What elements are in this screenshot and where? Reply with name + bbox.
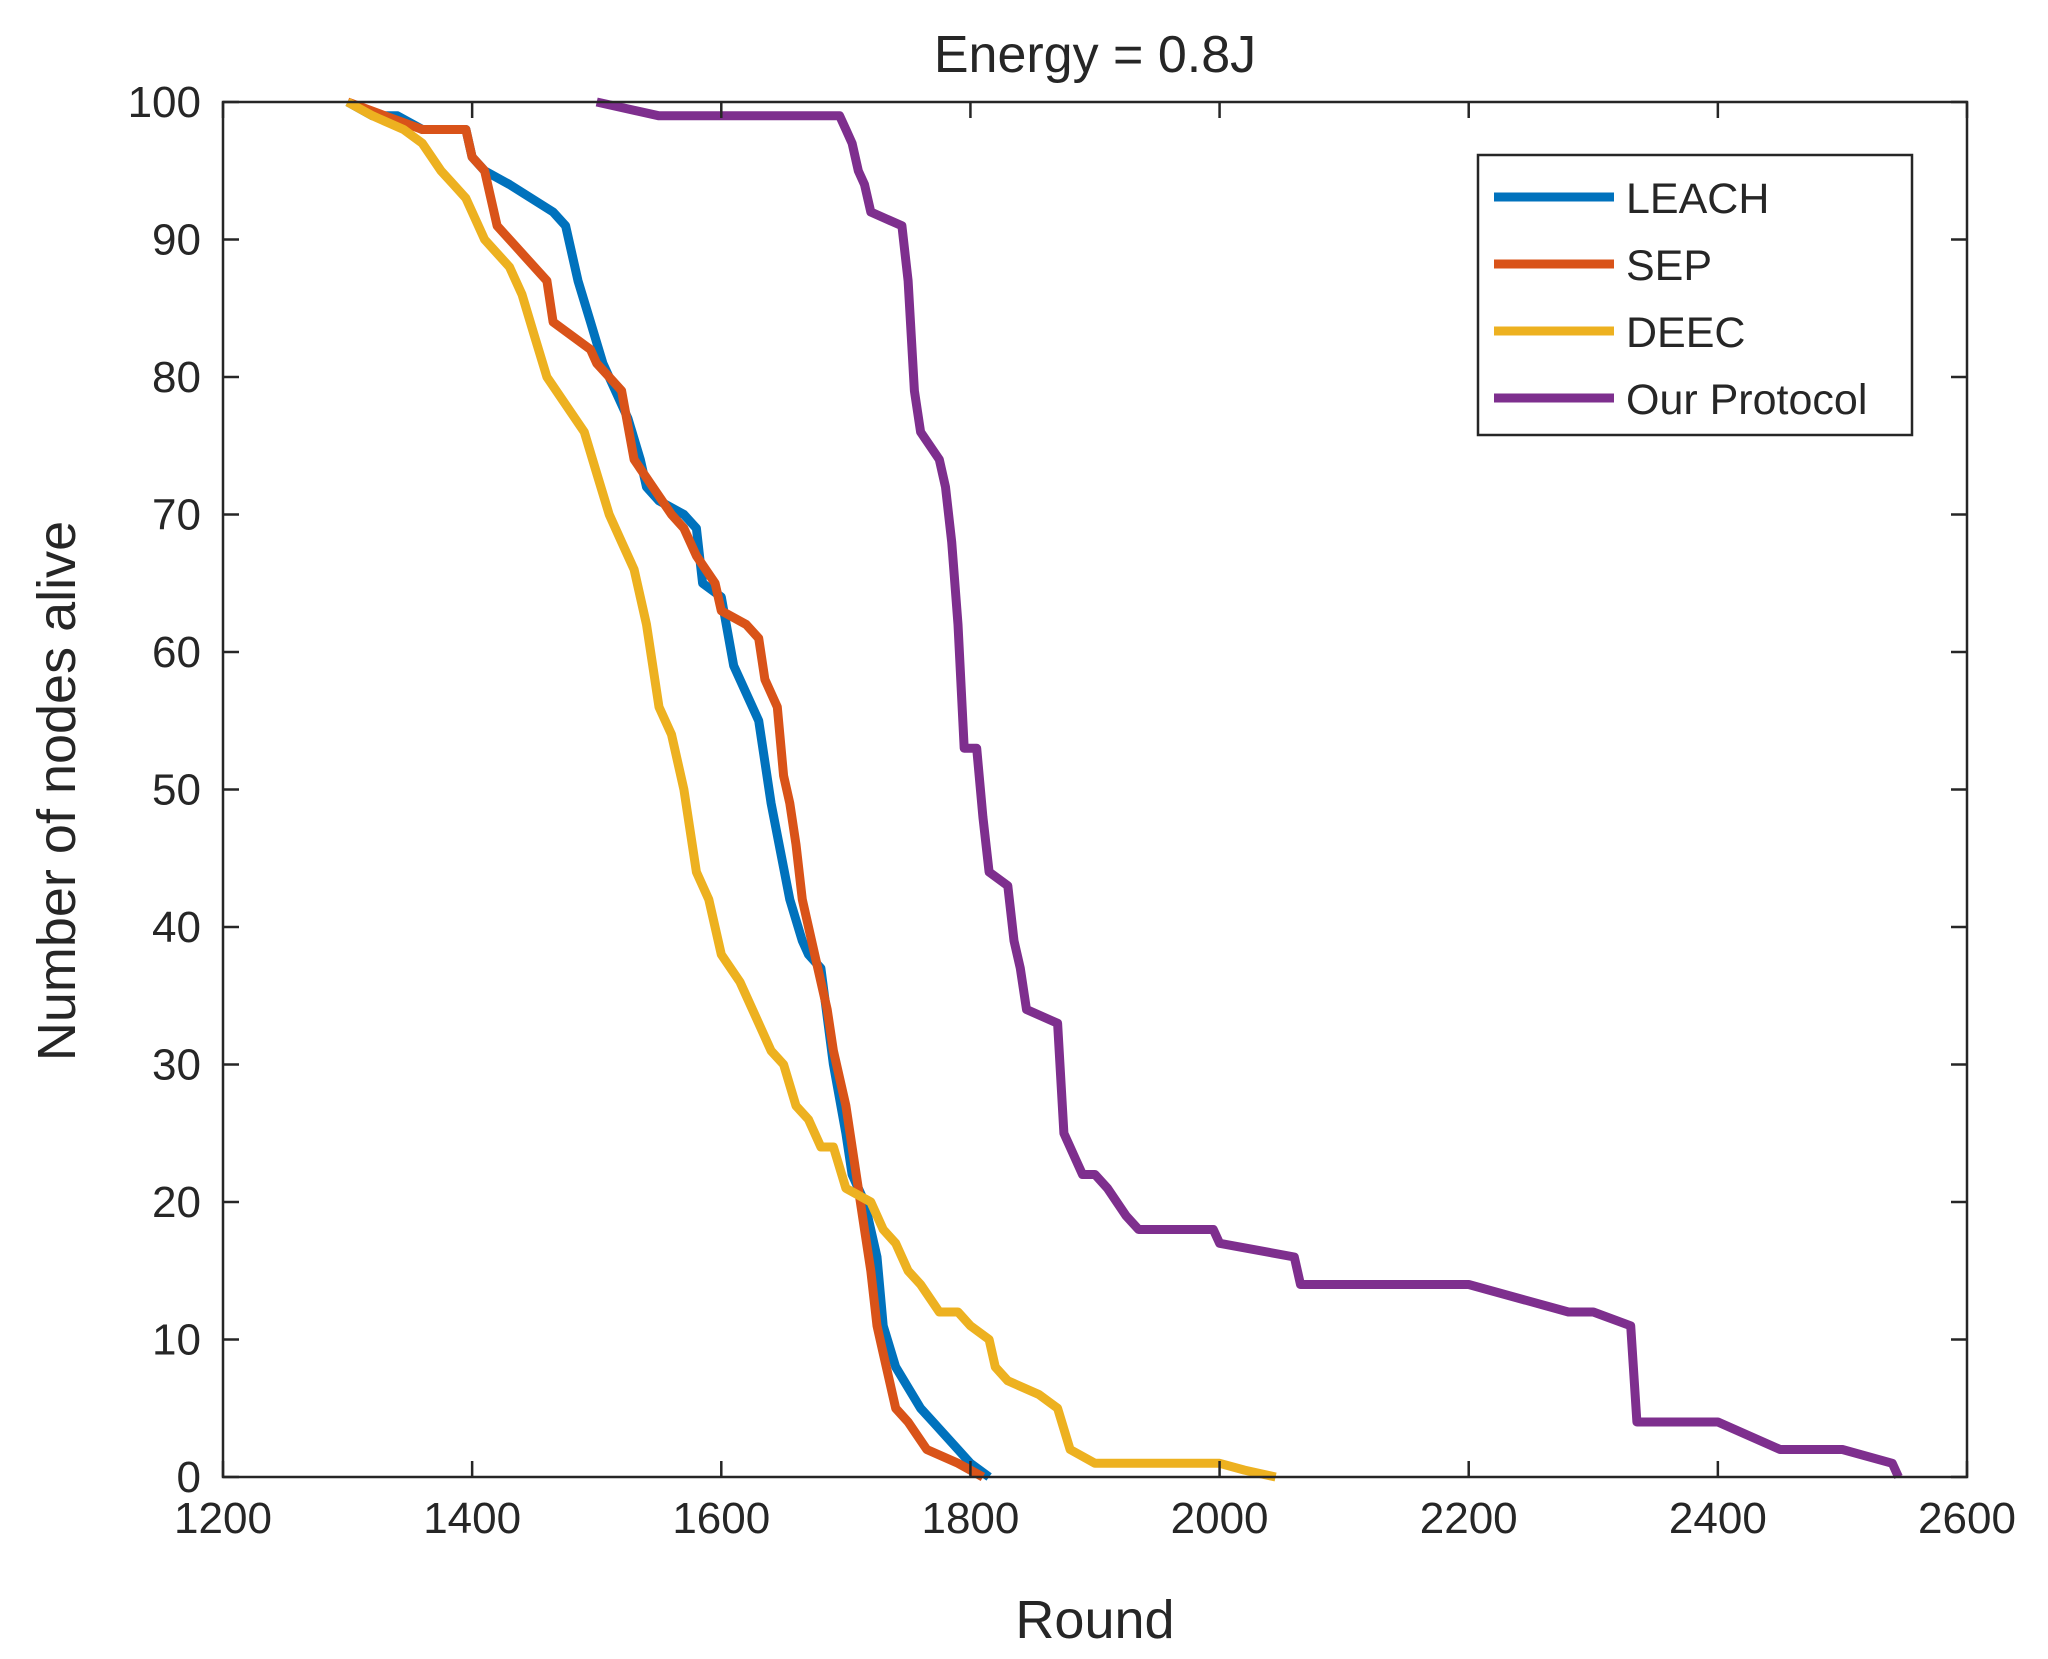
x-tick-label: 1400 xyxy=(423,1494,521,1543)
axes-layer: 1200 1400 1600 1800 2000 2200 2400 2600 0 10 20 30 4… xyxy=(128,78,2016,1543)
y-tick-label: 70 xyxy=(152,491,201,540)
legend-label: Our Protocol xyxy=(1626,376,1867,424)
x-axis-label: Round xyxy=(1015,1590,1174,1650)
x-tick-label: 2200 xyxy=(1420,1494,1518,1543)
legend-label: LEACH xyxy=(1626,175,1769,223)
legend-box xyxy=(1476,153,1914,437)
y-tick-label: 0 xyxy=(177,1453,201,1502)
series-layer xyxy=(345,97,1903,1482)
x-tick-label: 1200 xyxy=(174,1494,272,1543)
y-axis-label: Number of nodes alive xyxy=(27,521,87,1061)
x-tick-label: 1600 xyxy=(672,1494,770,1543)
y-tick-label: 40 xyxy=(152,903,201,952)
series-line-deec xyxy=(345,98,1277,1482)
x-tick-label: 2600 xyxy=(1918,1494,2016,1543)
y-tick-label: 60 xyxy=(152,628,201,677)
legend-label: DEEC xyxy=(1626,309,1745,357)
y-tick-label: 30 xyxy=(152,1041,201,1090)
legend-label: SEP xyxy=(1626,242,1712,290)
y-tick-label: 90 xyxy=(152,216,201,265)
series-line-our-protocol xyxy=(595,97,1903,1479)
x-tick-label: 2400 xyxy=(1669,1494,1767,1543)
y-tick-label: 20 xyxy=(152,1178,201,1227)
y-tick-label: 50 xyxy=(152,766,201,815)
x-tick-label: 2000 xyxy=(1171,1494,1269,1543)
y-tick-label: 10 xyxy=(152,1316,201,1365)
y-tick-label: 80 xyxy=(152,353,201,402)
x-tick-label: 1800 xyxy=(921,1494,1019,1543)
chart-title: Energy = 0.8J xyxy=(934,26,1256,84)
legend: LEACH SEP DEEC Our Protocol xyxy=(1476,153,1914,437)
series-line-leach xyxy=(345,98,992,1481)
y-tick-label: 100 xyxy=(128,78,201,127)
series-line-sep xyxy=(346,97,986,1481)
